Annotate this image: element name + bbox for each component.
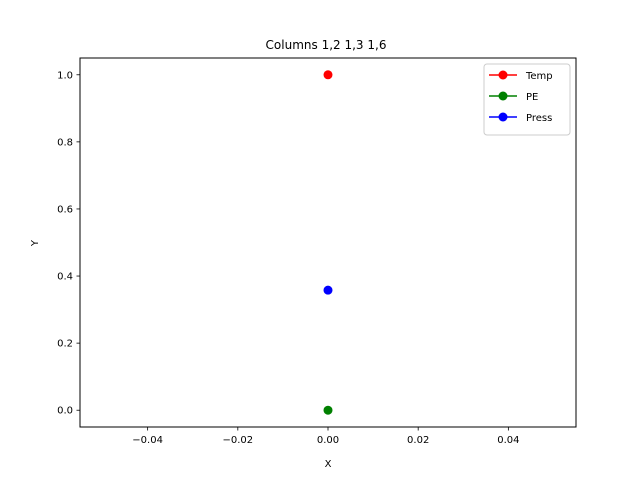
y-tick-label: 0.6 (57, 204, 73, 215)
data-markers (323, 70, 333, 415)
x-tick-label: 0.04 (497, 435, 519, 446)
y-tick-label: 0.0 (57, 406, 73, 417)
legend-label-press: Press (526, 113, 552, 124)
legend-label-pe: PE (526, 92, 538, 103)
chart-title: Columns 1,2 1,3 1,6 (266, 38, 387, 52)
data-point-press (323, 285, 333, 295)
y-tick-label: 0.4 (57, 272, 73, 283)
legend-marker-press (498, 112, 508, 122)
legend: Temp PE Press (483, 63, 571, 136)
plot-area-frame (79, 57, 577, 428)
legend-marker-temp (498, 70, 508, 80)
y-tick-label: 0.2 (57, 339, 73, 350)
y-axis-ticks: 0.0 0.2 0.4 0.6 0.8 1.0 (57, 70, 80, 417)
legend-marker-pe (498, 91, 508, 101)
x-tick-label: 0.02 (407, 435, 429, 446)
x-tick-label: −0.02 (222, 435, 253, 446)
data-point-temp (323, 70, 333, 80)
x-tick-label: 0.00 (317, 435, 339, 446)
x-axis-ticks: −0.04 −0.02 0.00 0.02 0.04 (132, 427, 519, 446)
y-tick-label: 0.8 (57, 137, 73, 148)
legend-label-temp: Temp (525, 71, 553, 82)
y-tick-label: 1.0 (57, 70, 73, 81)
y-axis-label: Y (30, 239, 41, 247)
x-tick-label: −0.04 (132, 435, 163, 446)
data-point-pe (323, 405, 333, 415)
x-axis-label: X (325, 459, 332, 470)
